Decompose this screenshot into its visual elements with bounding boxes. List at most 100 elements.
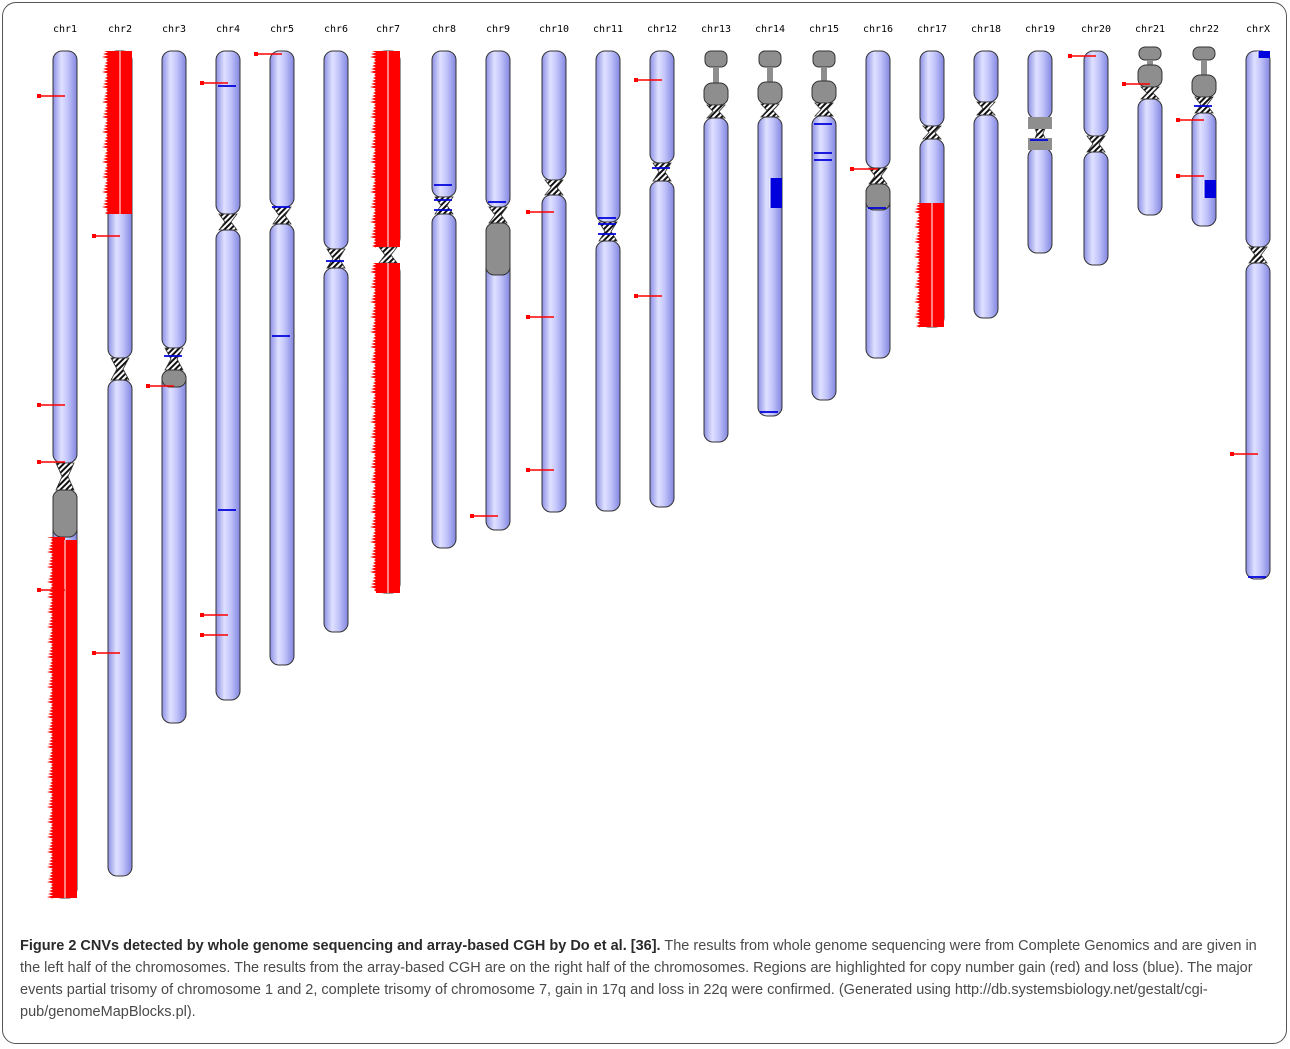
cnv-gain-marker-end xyxy=(634,294,638,298)
cnv-gain-region xyxy=(53,537,65,898)
heterochromatin xyxy=(1028,138,1052,150)
chromosome-chr16: chr16 xyxy=(850,24,893,359)
cnv-gain-marker-end xyxy=(146,384,150,388)
cnv-gain-marker-end xyxy=(254,52,258,56)
p-arm xyxy=(215,50,241,215)
cnv-gain-marker-end xyxy=(634,78,638,82)
p-arm xyxy=(323,50,349,250)
cnv-gain-marker-end xyxy=(1068,54,1072,58)
chromosome-chr21: chr21 xyxy=(1122,24,1165,216)
chromosome-label: chr9 xyxy=(486,24,510,35)
p-arm xyxy=(865,50,891,169)
heterochromatin xyxy=(161,369,187,388)
p-arm xyxy=(431,50,457,198)
cnv-loss-region xyxy=(1258,51,1270,58)
q-arm xyxy=(1191,112,1217,227)
chromosome-label: chr14 xyxy=(755,24,785,35)
cnv-gain-marker-end xyxy=(37,588,41,592)
p-arm xyxy=(595,50,621,223)
cnv-gain-region xyxy=(932,203,944,327)
cnv-gain-region xyxy=(108,51,120,214)
chromosome-label: chr11 xyxy=(593,24,623,35)
heterochromatin xyxy=(865,183,891,211)
chromosome-chr13: chr13 xyxy=(701,24,731,443)
cnv-gain-edge xyxy=(370,51,376,248)
cnv-gain-marker-end xyxy=(1176,174,1180,178)
cnv-gain-region xyxy=(376,263,388,593)
cnv-gain-marker-end xyxy=(37,94,41,98)
cnv-loss-region xyxy=(1204,180,1216,198)
chromosome-chr14: chr14 xyxy=(755,24,785,417)
stalk xyxy=(713,67,719,85)
q-arm xyxy=(757,116,783,417)
cnv-gain-marker-end xyxy=(1122,82,1126,86)
chromosome-label: chr8 xyxy=(432,24,456,35)
cnv-loss-region xyxy=(770,178,782,208)
heterochromatin xyxy=(485,222,511,276)
cnv-gain-marker-end xyxy=(200,613,204,617)
centromere xyxy=(760,103,780,118)
chromosome-label: chr5 xyxy=(270,24,294,35)
centromere xyxy=(1248,246,1268,264)
satellite xyxy=(704,50,728,68)
cnv-gain-edge xyxy=(47,537,53,899)
satellite xyxy=(758,50,782,68)
centromere xyxy=(652,162,672,182)
chromosome-label: chr22 xyxy=(1189,24,1219,35)
chromosome-chr18: chr18 xyxy=(971,24,1001,319)
chromosome-chr11: chr11 xyxy=(593,24,623,512)
q-arm xyxy=(1245,262,1271,580)
cnv-gain-marker-end xyxy=(470,514,474,518)
q-arm xyxy=(595,240,621,512)
q-arm xyxy=(1137,98,1163,216)
q-arm xyxy=(107,379,133,877)
q-arm xyxy=(323,267,349,633)
centromere xyxy=(706,104,726,119)
satellite xyxy=(812,50,836,68)
cnv-gain-marker-end xyxy=(1230,452,1234,456)
cnv-gain-edge xyxy=(102,51,108,215)
cnv-gain-marker-end xyxy=(526,315,530,319)
chromosome-chr15: chr15 xyxy=(809,24,839,401)
chromosome-chr5: chr5 xyxy=(254,24,295,666)
cnv-gain-marker-end xyxy=(1176,118,1180,122)
centromere xyxy=(922,125,942,140)
stalk xyxy=(767,67,773,84)
p-arm xyxy=(269,50,295,208)
chromosome-label: chr19 xyxy=(1025,24,1055,35)
centromere xyxy=(218,213,238,231)
stalk xyxy=(1147,60,1153,67)
chromosome-label: chr15 xyxy=(809,24,839,35)
centromere xyxy=(1194,96,1214,114)
centromere xyxy=(544,179,564,196)
centromere xyxy=(378,246,398,264)
q-arm xyxy=(269,223,295,666)
chromosome-chr2: chr2 xyxy=(92,24,133,877)
p-arm xyxy=(1083,50,1109,137)
p-arm xyxy=(541,50,567,181)
cnv-gain-region xyxy=(376,51,388,247)
chromosome-chr8: chr8 xyxy=(431,24,457,549)
centromere xyxy=(272,206,292,225)
centromere xyxy=(1140,86,1160,100)
cnv-gain-region xyxy=(388,263,400,593)
p-arm xyxy=(811,80,837,104)
p-arm xyxy=(161,50,187,349)
cnv-gain-marker-end xyxy=(200,81,204,85)
chromosome-label: chr6 xyxy=(324,24,348,35)
stalk xyxy=(1201,60,1207,77)
chromosome-chr7: chr7 xyxy=(370,24,401,594)
cnv-gain-marker-end xyxy=(92,234,96,238)
p-arm xyxy=(973,50,999,103)
chromosome-label: chr12 xyxy=(647,24,677,35)
centromere xyxy=(1086,135,1106,153)
stalk xyxy=(821,67,827,83)
centromere xyxy=(55,462,75,491)
satellite xyxy=(1192,46,1216,61)
chromosome-label: chr20 xyxy=(1081,24,1111,35)
q-arm xyxy=(541,194,567,513)
caption-body: The results from whole genome sequencing… xyxy=(20,938,1257,1020)
chromosome-chrX: chrX xyxy=(1230,24,1271,580)
p-arm xyxy=(1027,50,1053,120)
